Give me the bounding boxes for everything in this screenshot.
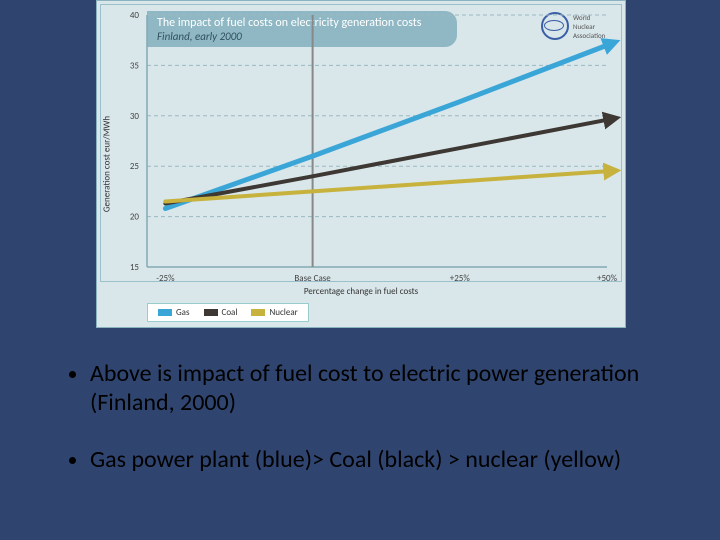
plot-area: 152025303540-25%Base Case+25%+50%	[147, 15, 607, 267]
svg-text:20: 20	[130, 212, 140, 223]
bullet-item: Above is impact of fuel cost to electric…	[90, 360, 660, 418]
legend-item: Gas	[158, 307, 190, 318]
svg-text:+25%: +25%	[450, 273, 471, 284]
legend-item: Coal	[204, 307, 238, 318]
y-axis-label: Generation cost eur/MWh	[102, 116, 113, 212]
slide-bullets: Above is impact of fuel cost to electric…	[60, 360, 660, 502]
x-axis-label: Percentage change in fuel costs	[304, 286, 418, 297]
legend-label: Nuclear	[269, 307, 297, 318]
legend-swatch	[204, 309, 218, 316]
svg-text:40: 40	[130, 10, 140, 21]
chart-panel: The impact of fuel costs on electricity …	[96, 0, 626, 328]
legend-swatch	[251, 309, 265, 316]
legend-label: Gas	[176, 307, 190, 318]
legend-item: Nuclear	[251, 307, 297, 318]
svg-text:-25%: -25%	[156, 273, 175, 284]
legend-label: Coal	[222, 307, 238, 318]
svg-text:15: 15	[130, 262, 140, 273]
bullet-item: Gas power plant (blue)> Coal (black) > n…	[90, 446, 660, 475]
svg-text:35: 35	[130, 60, 140, 71]
svg-text:25: 25	[130, 161, 140, 172]
legend: Gas Coal Nuclear	[147, 303, 309, 322]
svg-text:Base Case: Base Case	[294, 273, 331, 284]
legend-swatch	[158, 309, 172, 316]
svg-text:+50%: +50%	[597, 273, 618, 284]
svg-text:30: 30	[130, 111, 140, 122]
plot-svg: 152025303540-25%Base Case+25%+50%	[147, 15, 607, 267]
